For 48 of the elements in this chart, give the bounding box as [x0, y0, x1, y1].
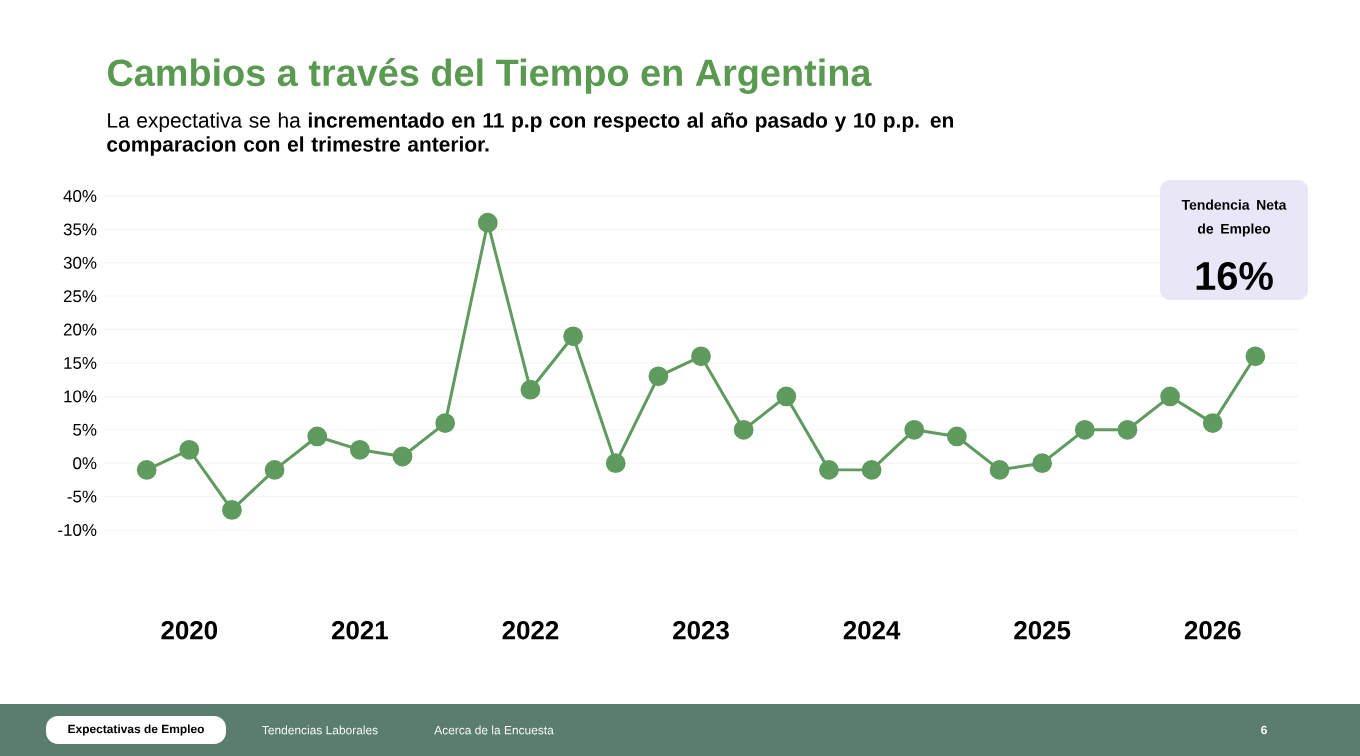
y-tick-label: 35%	[63, 223, 97, 236]
x-tick-label: 2021	[331, 621, 388, 640]
point	[1245, 346, 1266, 367]
point	[1117, 419, 1138, 440]
x-tick-label: 2022	[502, 621, 559, 640]
annotation: 16%	[1196, 261, 1273, 291]
point	[776, 386, 797, 407]
point	[1074, 419, 1095, 440]
point	[1032, 453, 1053, 474]
x-tick-label: 2023	[673, 621, 729, 640]
y-tick-label: 15%	[64, 357, 97, 369]
point	[1202, 413, 1223, 434]
point	[861, 459, 882, 480]
point	[179, 439, 200, 460]
point	[222, 500, 242, 520]
point	[946, 426, 967, 447]
point	[691, 346, 711, 367]
y-tick-label: -10%	[58, 524, 97, 536]
y-tick-label: 25%	[63, 290, 97, 303]
point	[349, 439, 370, 460]
point	[264, 459, 285, 480]
point	[733, 419, 754, 440]
point	[563, 326, 583, 347]
point	[136, 459, 157, 480]
y-tick-label: 40%	[63, 190, 97, 202]
x-tick-label: 2026	[1184, 621, 1241, 640]
y-tick-label: 5%	[73, 423, 97, 436]
y-tick-label: -5%	[67, 490, 97, 503]
x-tick-label: 2020	[161, 621, 218, 640]
chart-title: Cambios a través del Tiempo en Argentina	[107, 58, 872, 94]
point	[904, 419, 925, 440]
point	[1160, 386, 1180, 407]
point	[477, 212, 498, 233]
y-tick-label: 30%	[63, 256, 97, 269]
x-tick-label: 2025	[1014, 621, 1071, 640]
point	[989, 459, 1010, 480]
chart-subtitle: La expectativa se ha incrementado en 11 p.p con respecto al año pasado y 10 p.p. en comparacion con el trimestre anterior.	[107, 112, 954, 156]
x-tick-label: 2024	[843, 621, 901, 640]
y-tick-label: 20%	[63, 323, 97, 336]
point	[307, 426, 328, 447]
y-tick-label: 10%	[64, 390, 97, 403]
point	[435, 413, 456, 434]
point	[605, 453, 626, 474]
y-tick-label: 0%	[73, 457, 97, 470]
point	[648, 366, 669, 387]
point	[392, 446, 413, 467]
point	[520, 379, 541, 400]
point	[819, 459, 839, 480]
